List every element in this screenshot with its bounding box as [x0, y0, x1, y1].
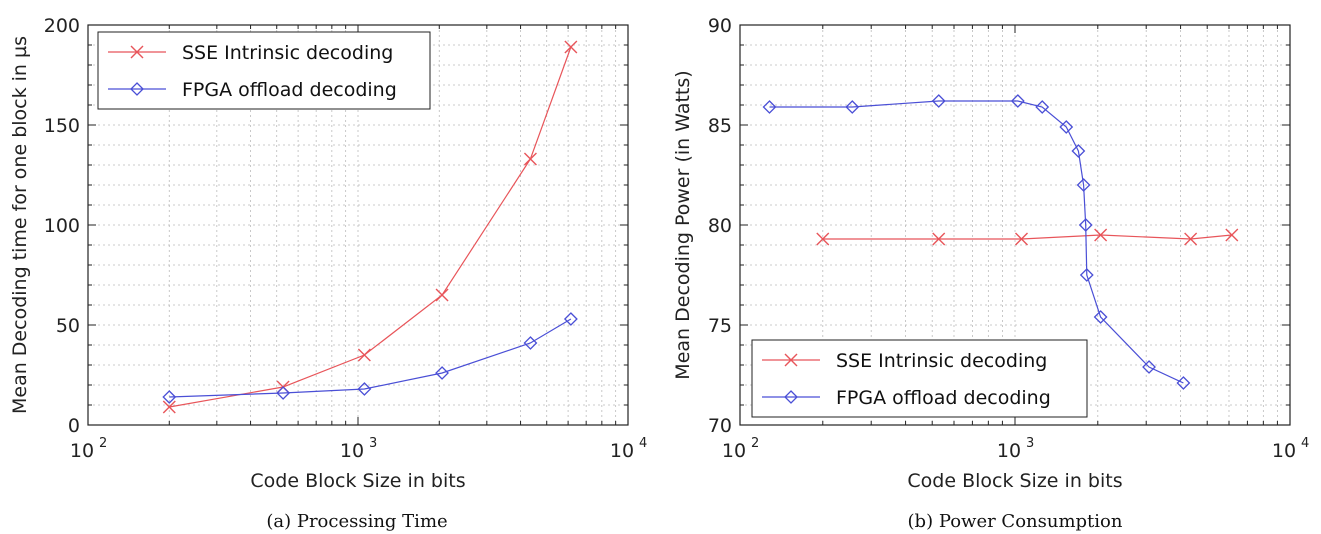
- data-point: [1184, 232, 1198, 246]
- data-point: [816, 232, 830, 246]
- marker-stroke: [784, 353, 798, 367]
- series-line: [169, 318, 572, 398]
- data-point: [1142, 360, 1156, 374]
- series-fpga: [162, 312, 578, 404]
- data-point: [1094, 228, 1108, 242]
- series-line: [769, 100, 1184, 384]
- y-tick-label: 100: [44, 215, 80, 237]
- y-axis-label: Mean Decoding Power (in Watts): [672, 70, 694, 379]
- x-tick-exponent: 4: [1301, 436, 1309, 451]
- legend-label: FPGA offload decoding: [182, 79, 397, 101]
- x-tick-label: 10: [997, 440, 1021, 462]
- legend-marker: [130, 45, 144, 59]
- data-point: [564, 40, 578, 54]
- plot-frame: [739, 24, 1291, 426]
- marker-stroke: [1225, 228, 1239, 242]
- marker-stroke: [564, 40, 578, 54]
- legend-label: SSE Intrinsic decoding: [836, 350, 1047, 372]
- y-tick-label: 85: [708, 115, 732, 137]
- data-point: [1071, 144, 1086, 158]
- marker-stroke: [162, 400, 176, 414]
- y-tick-label: 200: [44, 15, 80, 37]
- plot-frame: [87, 24, 629, 426]
- x-tick-exponent: 3: [369, 436, 377, 451]
- data-point: [931, 94, 946, 108]
- x-axis-label: Code Block Size in bits: [250, 470, 465, 492]
- data-point: [1010, 94, 1025, 108]
- y-tick-label: 150: [44, 115, 80, 137]
- data-point: [1035, 100, 1050, 114]
- y-tick-label: 0: [68, 415, 80, 437]
- data-point: [1093, 310, 1108, 324]
- legend-marker: [130, 82, 144, 96]
- data-point: [435, 366, 449, 380]
- x-tick-label: 10: [1272, 440, 1296, 462]
- x-tick-label: 10: [340, 440, 364, 462]
- series-line: [822, 234, 1232, 240]
- data-point: [523, 336, 538, 350]
- data-point: [1079, 268, 1094, 282]
- x-axis-label: Code Block Size in bits: [907, 470, 1122, 492]
- chart-power-consumption: 70 75 80 85 90 10 2 10 3 10 4 SSE Intrinsic decodin…: [672, 15, 1309, 532]
- y-tick-label: 70: [708, 415, 732, 437]
- marker-stroke: [130, 45, 144, 59]
- data-point: [762, 100, 777, 114]
- marker-stroke: [357, 348, 371, 362]
- data-point: [435, 288, 449, 302]
- marker-stroke: [1184, 232, 1198, 246]
- legend: SSE Intrinsic decoding FPGA offload decod…: [751, 339, 1088, 418]
- figure-caption: (a) Processing Time: [266, 511, 447, 532]
- marker-stroke: [1094, 228, 1108, 242]
- marker-stroke: [816, 232, 830, 246]
- data-point: [162, 390, 177, 404]
- x-tick-label: 10: [70, 440, 94, 462]
- series-sse: [816, 228, 1239, 246]
- data-point: [1225, 228, 1239, 242]
- legend-label: FPGA offload decoding: [836, 387, 1051, 409]
- data-point: [357, 382, 372, 396]
- x-tick-exponent: 2: [751, 436, 759, 451]
- marker-stroke: [1015, 232, 1029, 246]
- y-tick-label: 50: [56, 315, 80, 337]
- data-point: [1015, 232, 1029, 246]
- marker-stroke: [523, 152, 537, 166]
- data-point: [1076, 178, 1091, 192]
- figure-caption: (b) Power Consumption: [908, 511, 1123, 532]
- data-point: [563, 312, 578, 326]
- data-point: [357, 348, 371, 362]
- legend-marker: [784, 353, 798, 367]
- y-axis-label: Mean Decoding time for one block in µs: [9, 36, 31, 414]
- marker-stroke: [435, 288, 449, 302]
- data-point: [162, 400, 176, 414]
- data-point: [1059, 120, 1074, 134]
- x-tick-label: 10: [722, 440, 746, 462]
- legend-label: SSE Intrinsic decoding: [182, 42, 393, 64]
- x-tick-label: 10: [610, 440, 634, 462]
- chart-processing-time: 0 50 100 150 200 10 2 10 3 10 4 SSE Intrinsic decod…: [9, 15, 647, 532]
- legend: SSE Intrinsic decoding FPGA offload decod…: [97, 31, 431, 110]
- x-tick-exponent: 3: [1026, 436, 1034, 451]
- data-point: [845, 100, 860, 114]
- data-point: [1176, 376, 1191, 390]
- series-line: [169, 46, 572, 408]
- marker-stroke: [932, 232, 946, 246]
- y-tick-label: 90: [708, 15, 732, 37]
- x-tick-exponent: 4: [639, 436, 647, 451]
- legend-box: [97, 31, 431, 110]
- y-tick-label: 80: [708, 215, 732, 237]
- series-fpga: [762, 94, 1191, 390]
- data-point: [932, 232, 946, 246]
- legend-marker: [784, 390, 798, 404]
- data-point: [1078, 218, 1093, 232]
- x-tick-exponent: 2: [99, 436, 107, 451]
- y-tick-label: 75: [708, 315, 732, 337]
- data-point: [523, 152, 537, 166]
- data-point: [276, 386, 291, 400]
- legend-box: [751, 339, 1088, 418]
